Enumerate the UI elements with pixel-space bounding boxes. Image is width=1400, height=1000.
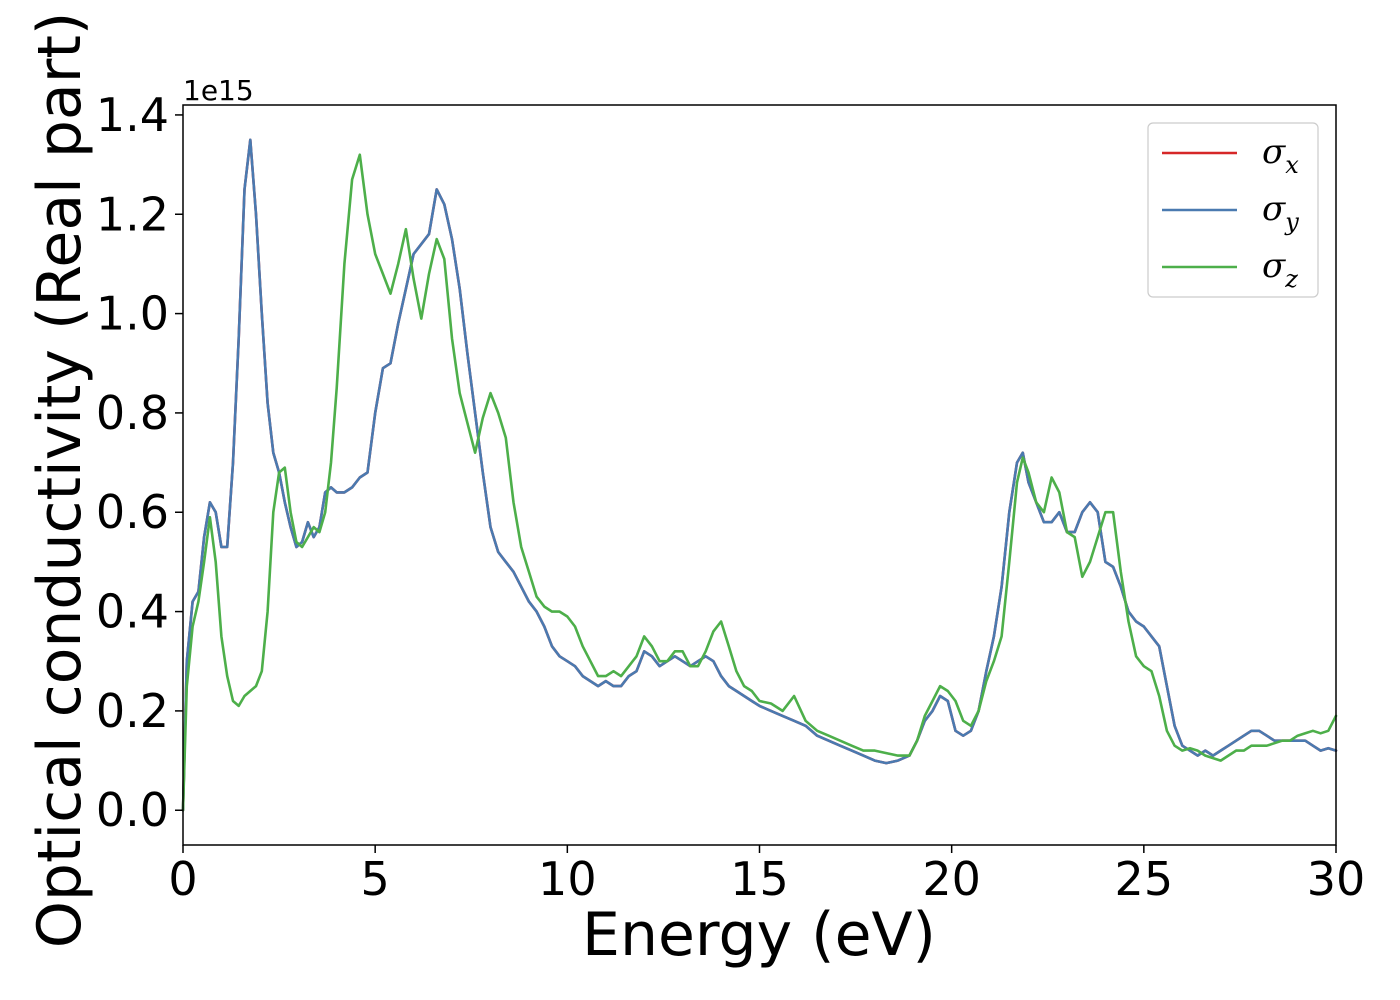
x-tick-label: 15 [730,852,789,906]
y-tick-label: 1.2 [96,187,169,241]
y-tick-label: 0.2 [96,684,169,738]
x-axis-label: Energy (eV) [582,900,936,970]
x-tick-label: 25 [1115,852,1174,906]
series-layer [181,138,1338,812]
y-axis-label: Optical conductivity (Real part) [25,12,95,949]
x-tick-label: 5 [361,852,390,906]
y-tick-label: 1.0 [96,287,169,341]
series-line-z [181,153,1338,812]
y-axis-ticks: 0.0 0.2 0.4 0.6 0.8 1.0 1.2 1.4 [96,88,183,837]
y-tick-label: 0.6 [96,485,169,539]
y-tick-label: 0.0 [96,783,169,837]
y-tick-label: 0.4 [96,585,169,639]
series-line-y [181,138,1338,812]
legend-entries: σx σy σz [1162,132,1299,293]
x-tick-label: 10 [538,852,597,906]
y-offset-text: 1e15 [183,74,254,107]
x-axis-ticks: 0 5 10 15 20 25 30 [168,845,1365,906]
x-tick-label: 0 [168,852,197,906]
x-tick-label: 30 [1307,852,1366,906]
legend: σx σy σz [1147,122,1319,298]
y-tick-label: 1.4 [96,88,169,142]
legend-label-y: σy [1262,189,1299,236]
legend-label-x: σx [1262,132,1299,179]
x-tick-label: 20 [922,852,981,906]
legend-label-z: σz [1262,246,1298,293]
y-tick-label: 0.8 [96,386,169,440]
